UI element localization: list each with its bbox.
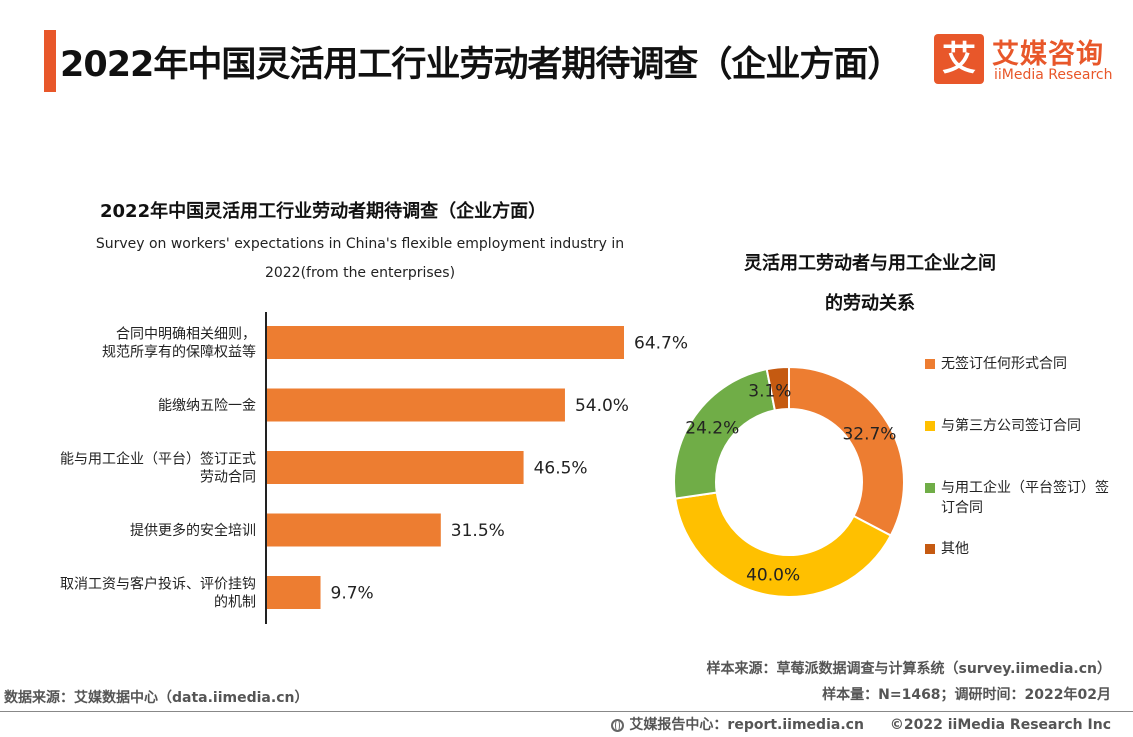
copyright: ©2022 iiMedia Research Inc (889, 717, 1111, 733)
legend-item: 其他 (925, 539, 1133, 559)
donut-slice-label: 32.7% (842, 424, 896, 444)
globe-icon (611, 719, 625, 732)
legend-swatch (925, 421, 935, 431)
bar-value-label: 46.5% (534, 459, 588, 479)
logo-mark: 艾 (934, 34, 984, 84)
bar-value-label: 54.0% (575, 396, 629, 416)
donut-slice (765, 365, 790, 412)
brand-logo: 艾 艾媒咨询 iiMedia Research (934, 32, 1124, 88)
category-label: 劳动合同 (200, 470, 256, 486)
bar-value-label: 64.7% (634, 334, 688, 354)
donut-slice-label: 40.0% (746, 566, 800, 586)
donut-chart: 32.7% 40.0% 24.2% 3.1% (673, 365, 905, 598)
legend-swatch (925, 544, 935, 554)
donut-slice (788, 365, 905, 537)
donut-slice-label: 3.1% (748, 381, 791, 401)
bar-chart: 64.7% 合同中明确相关细则，规范所享有的保障权益等 54.0% 能缴纳五险一金 46… (60, 312, 688, 624)
footer: 艾媒报告中心：report.iimedia.cn ©2022 iiMedia Re… (611, 714, 1111, 734)
sample-info: 样本量：N=1468；调研时间：2022年02月 (822, 687, 1111, 703)
legend-label: 与用工企业（平台签订）签 (941, 480, 1109, 496)
donut-chart-title: 灵活用工劳动者与用工企业之间 的劳动关系 (690, 244, 1050, 324)
footer-divider (0, 711, 1133, 712)
category-label: 能与用工企业（平台）签订正式 (60, 451, 256, 468)
category-label: 合同中明确相关细则， (116, 327, 256, 343)
donut-slice (674, 491, 893, 598)
category-label: 规范所享有的保障权益等 (102, 344, 256, 361)
legend-label: 订合同 (941, 500, 983, 516)
legend-swatch (925, 483, 935, 493)
legend-swatch (925, 359, 935, 369)
category-label: 的机制 (214, 595, 256, 611)
data-source: 数据来源：艾媒数据中心（data.iimedia.cn） (4, 690, 309, 706)
legend-item: 无签订任何形式合同 (925, 354, 1133, 374)
bar-value-label: 9.7% (331, 584, 374, 604)
bar (267, 513, 441, 547)
donut-slice-label: 24.2% (685, 419, 739, 439)
legend-item: 与第三方公司签订合同 (925, 416, 1133, 436)
bar-value-label: 31.5% (451, 521, 505, 541)
bar (267, 451, 524, 484)
report-center-link[interactable]: 艾媒报告中心：report.iimedia.cn (629, 717, 864, 733)
bar (267, 576, 321, 609)
bar (267, 326, 624, 359)
legend-label: 其他 (941, 541, 969, 557)
bar-chart-title: 2022年中国灵活用工行业劳动者期待调查（企业方面） (100, 201, 547, 222)
bar-chart-subtitle: Survey on workers' expectations in China… (95, 236, 625, 281)
page-title: 2022年中国灵活用工行业劳动者期待调查（企业方面） (60, 45, 902, 85)
sample-source: 样本来源：草莓派数据调查与计算系统（survey.iimedia.cn） (706, 661, 1111, 677)
legend-label: 与第三方公司签订合同 (941, 418, 1081, 434)
legend-item: 与用工企业（平台签订）签 订合同 (925, 478, 1133, 518)
bar (267, 388, 565, 422)
title-accent-bar (44, 30, 56, 92)
logo-text-en: iiMedia Research (994, 67, 1113, 83)
category-label: 提供更多的安全培训 (130, 522, 256, 539)
category-label: 取消工资与客户投诉、评价挂钩 (60, 576, 256, 593)
logo-text-cn: 艾媒咨询 (992, 39, 1104, 70)
legend-label: 无签订任何形式合同 (941, 356, 1067, 372)
category-label: 能缴纳五险一金 (158, 398, 256, 414)
donut-title-line-1: 灵活用工劳动者与用工企业之间 (744, 253, 996, 274)
donut-title-line-2: 的劳动关系 (825, 293, 915, 314)
